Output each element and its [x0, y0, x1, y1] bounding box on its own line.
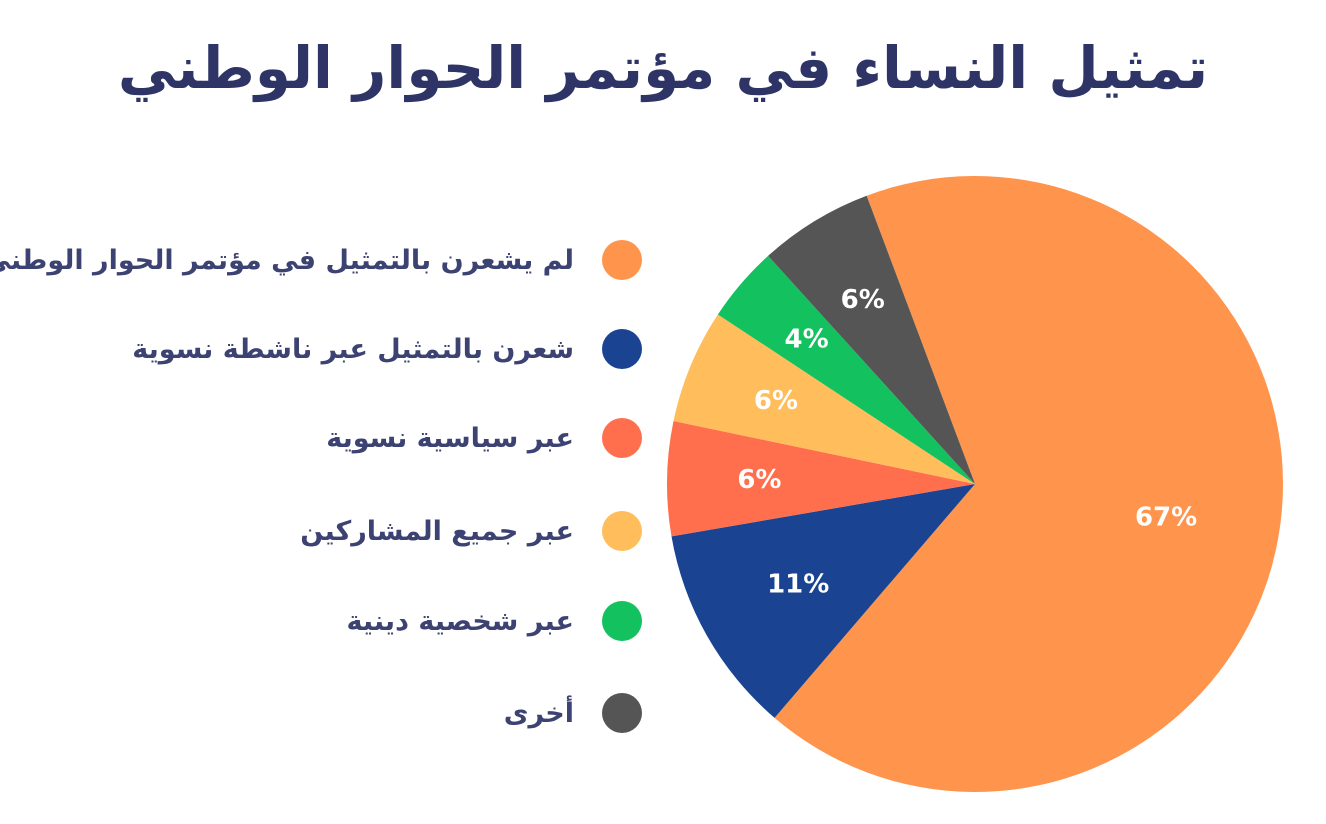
slice-other-label: 6%	[841, 285, 885, 315]
slice-other	[768, 195, 975, 484]
slice-feminist-politician	[666, 421, 975, 537]
slice-all-participants-label: 6%	[754, 386, 798, 416]
pie-slices	[666, 175, 1283, 792]
slice-religious-figure	[717, 255, 975, 484]
slice-all-participants	[673, 314, 975, 484]
chart-title: تمثيل النساء في مؤتمر الحوار الوطني	[117, 34, 1209, 102]
pie-slice-labels: 67% 11% 6% 6% 4% 6%	[737, 285, 1197, 599]
slice-not-represented-label: 67%	[1135, 503, 1197, 533]
slice-religious-figure-label: 4%	[785, 325, 829, 355]
slice-not-represented	[774, 175, 1283, 792]
slice-feminist-activist-label: 11%	[767, 569, 829, 599]
slice-feminist-activist	[671, 484, 975, 718]
slice-feminist-politician-label: 6%	[737, 465, 781, 495]
